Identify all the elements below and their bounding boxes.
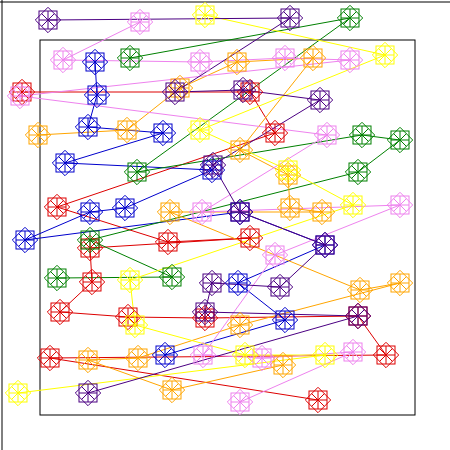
marker <box>7 83 32 108</box>
marker <box>79 269 104 294</box>
marker <box>150 120 175 145</box>
series-line <box>38 58 400 390</box>
series-line <box>25 62 325 355</box>
marker <box>162 79 187 104</box>
marker <box>224 49 249 74</box>
marker <box>114 117 139 142</box>
marker <box>152 342 177 367</box>
marker <box>157 199 182 224</box>
marker <box>262 242 287 267</box>
marker <box>314 122 339 147</box>
marker <box>305 387 330 412</box>
marker <box>75 114 100 139</box>
marker <box>159 264 184 289</box>
marker <box>199 270 224 295</box>
frame <box>40 40 415 415</box>
marker <box>307 87 332 112</box>
marker <box>312 342 337 367</box>
marker <box>272 45 297 70</box>
marker <box>159 377 184 402</box>
marker <box>372 42 397 67</box>
marker <box>82 49 107 74</box>
marker <box>112 195 137 220</box>
marker <box>192 2 217 27</box>
marker <box>44 194 69 219</box>
marker <box>340 192 365 217</box>
marker <box>270 352 295 377</box>
marker <box>127 9 152 34</box>
series-line <box>18 15 385 393</box>
marker <box>47 299 72 324</box>
marker <box>373 342 398 367</box>
marker <box>309 199 334 224</box>
marker <box>347 277 372 302</box>
marker <box>277 5 302 30</box>
marker <box>300 45 325 70</box>
marker <box>337 5 362 30</box>
marker <box>77 227 102 252</box>
axis-line <box>0 2 450 3</box>
marker <box>387 192 412 217</box>
marker <box>12 227 37 252</box>
marker <box>237 225 262 250</box>
marker <box>232 342 257 367</box>
marker <box>262 120 287 145</box>
marker <box>345 303 370 328</box>
plot-area <box>5 2 412 414</box>
marker <box>230 77 255 102</box>
marker <box>52 150 77 175</box>
marker <box>387 270 412 295</box>
marker <box>84 82 109 107</box>
marker <box>227 312 252 337</box>
marker <box>122 312 147 337</box>
marker <box>187 49 212 74</box>
marker <box>227 389 252 414</box>
marker <box>345 159 370 184</box>
marker <box>225 270 250 295</box>
figure <box>0 0 450 450</box>
marker <box>75 347 100 372</box>
marker <box>267 274 292 299</box>
marker <box>75 380 100 405</box>
marker <box>9 79 34 104</box>
marker <box>272 307 297 332</box>
marker <box>312 232 337 257</box>
marker <box>227 199 252 224</box>
series-line <box>57 18 400 278</box>
marker <box>37 345 62 370</box>
marker <box>5 380 30 405</box>
marker <box>227 199 252 224</box>
marker <box>117 267 142 292</box>
marker <box>77 199 102 224</box>
marker <box>349 122 374 147</box>
marker <box>192 299 217 324</box>
marker <box>189 199 214 224</box>
marker <box>125 345 150 370</box>
marker <box>277 195 302 220</box>
marker <box>187 117 212 142</box>
marker <box>44 265 69 290</box>
marker <box>50 47 75 72</box>
marker <box>117 45 142 70</box>
marker <box>249 345 274 370</box>
marker <box>124 159 149 184</box>
marker <box>312 232 337 257</box>
marker <box>337 47 362 72</box>
marker <box>275 157 300 182</box>
marker <box>387 127 412 152</box>
marker <box>115 304 140 329</box>
axis-line <box>2 0 3 450</box>
marker <box>345 303 370 328</box>
series-line <box>48 18 358 393</box>
marker <box>190 342 215 367</box>
marker <box>200 152 225 177</box>
marker <box>155 229 180 254</box>
marker <box>227 137 252 162</box>
marker <box>167 75 192 100</box>
marker <box>340 339 365 364</box>
marker <box>25 122 50 147</box>
marker <box>35 7 60 32</box>
